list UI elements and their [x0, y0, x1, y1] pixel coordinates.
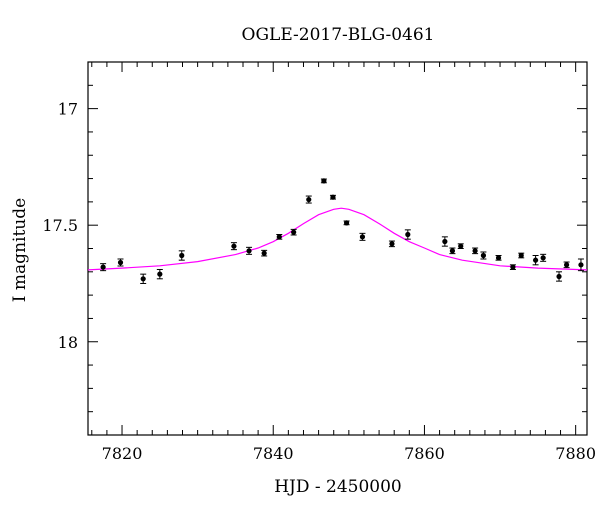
x-tick-label: 7840 — [253, 444, 294, 463]
x-tick-label: 7880 — [555, 444, 596, 463]
data-point — [510, 264, 516, 270]
data-point — [179, 252, 185, 259]
y-tick-label: 18 — [58, 333, 78, 352]
data-points-group — [100, 178, 584, 284]
tick-labels: 7820 7840 7860 7880 17 17.5 18 — [42, 100, 596, 463]
chart-title: OGLE-2017-BLG-0461 — [242, 25, 435, 45]
data-point — [563, 262, 570, 268]
data-point — [540, 255, 546, 261]
data-point — [291, 229, 297, 235]
data-point — [389, 241, 395, 247]
data-point — [157, 271, 163, 277]
data-point — [343, 220, 350, 226]
data-point — [405, 231, 411, 238]
model-curve-group — [87, 207, 588, 271]
data-point — [330, 194, 336, 200]
x-tick-label: 7820 — [102, 444, 143, 463]
data-point — [246, 248, 252, 254]
data-point — [231, 243, 237, 249]
data-point — [495, 255, 502, 261]
data-point — [458, 243, 464, 249]
data-point — [480, 252, 487, 259]
data-point — [556, 273, 562, 280]
data-point — [276, 234, 282, 240]
data-point — [261, 250, 267, 256]
y-axis-label: I magnitude — [10, 198, 30, 302]
data-point — [442, 238, 448, 245]
data-point — [518, 252, 524, 259]
x-axis-label: HJD - 2450000 — [274, 477, 402, 497]
data-point — [578, 262, 584, 268]
data-point — [306, 196, 312, 203]
data-point — [449, 248, 456, 254]
data-point — [321, 178, 327, 184]
y-tick-label: 17 — [58, 100, 78, 119]
y-tick-label: 17.5 — [42, 216, 78, 235]
data-point — [359, 234, 366, 240]
model-curve — [87, 207, 588, 271]
data-point — [472, 248, 478, 254]
data-point — [140, 276, 146, 282]
data-point — [100, 264, 106, 270]
data-point — [117, 259, 124, 266]
plot-frame — [87, 61, 588, 436]
x-tick-label: 7860 — [404, 444, 445, 463]
axis-ticks — [88, 61, 587, 436]
data-point — [532, 257, 539, 263]
